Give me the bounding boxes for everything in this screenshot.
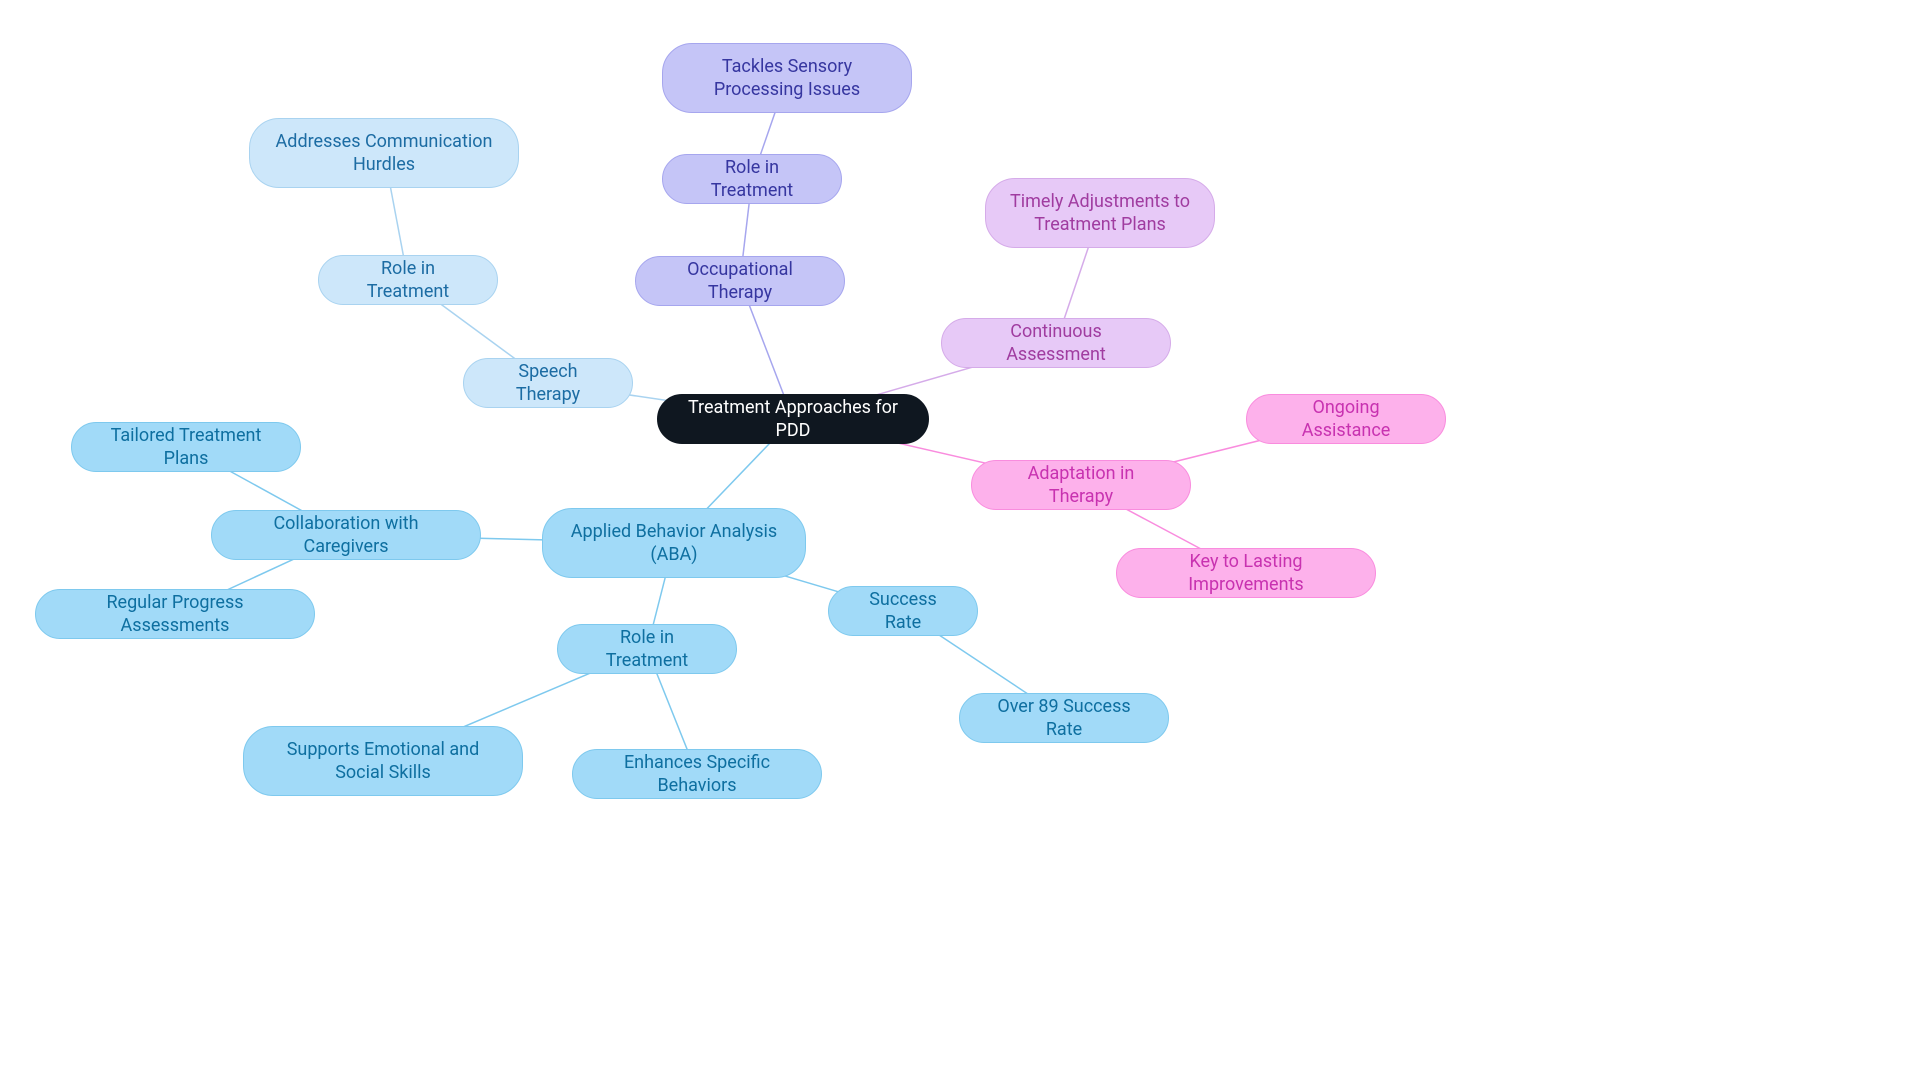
node-aba_succ: Success Rate — [828, 586, 978, 636]
node-aba_prog: Regular Progress Assessments — [35, 589, 315, 639]
node-aba_over: Over 89 Success Rate — [959, 693, 1169, 743]
node-aba_role: Role in Treatment — [557, 624, 737, 674]
node-occ_role: Role in Treatment — [662, 154, 842, 204]
node-adapt_ong: Ongoing Assistance — [1246, 394, 1446, 444]
node-aba_collab: Collaboration with Caregivers — [211, 510, 481, 560]
node-cont: Continuous Assessment — [941, 318, 1171, 368]
node-speech: Speech Therapy — [463, 358, 633, 408]
node-aba_emot: Supports Emotional and Social Skills — [243, 726, 523, 796]
node-cont_time: Timely Adjustments to Treatment Plans — [985, 178, 1215, 248]
node-aba: Applied Behavior Analysis (ABA) — [542, 508, 806, 578]
node-speech_addr: Addresses Communication Hurdles — [249, 118, 519, 188]
node-occ: Occupational Therapy — [635, 256, 845, 306]
node-adapt: Adaptation in Therapy — [971, 460, 1191, 510]
node-aba_tailor: Tailored Treatment Plans — [71, 422, 301, 472]
node-speech_role: Role in Treatment — [318, 255, 498, 305]
node-adapt_key: Key to Lasting Improvements — [1116, 548, 1376, 598]
node-root: Treatment Approaches for PDD — [657, 394, 929, 444]
node-aba_enh: Enhances Specific Behaviors — [572, 749, 822, 799]
node-occ_tackle: Tackles Sensory Processing Issues — [662, 43, 912, 113]
